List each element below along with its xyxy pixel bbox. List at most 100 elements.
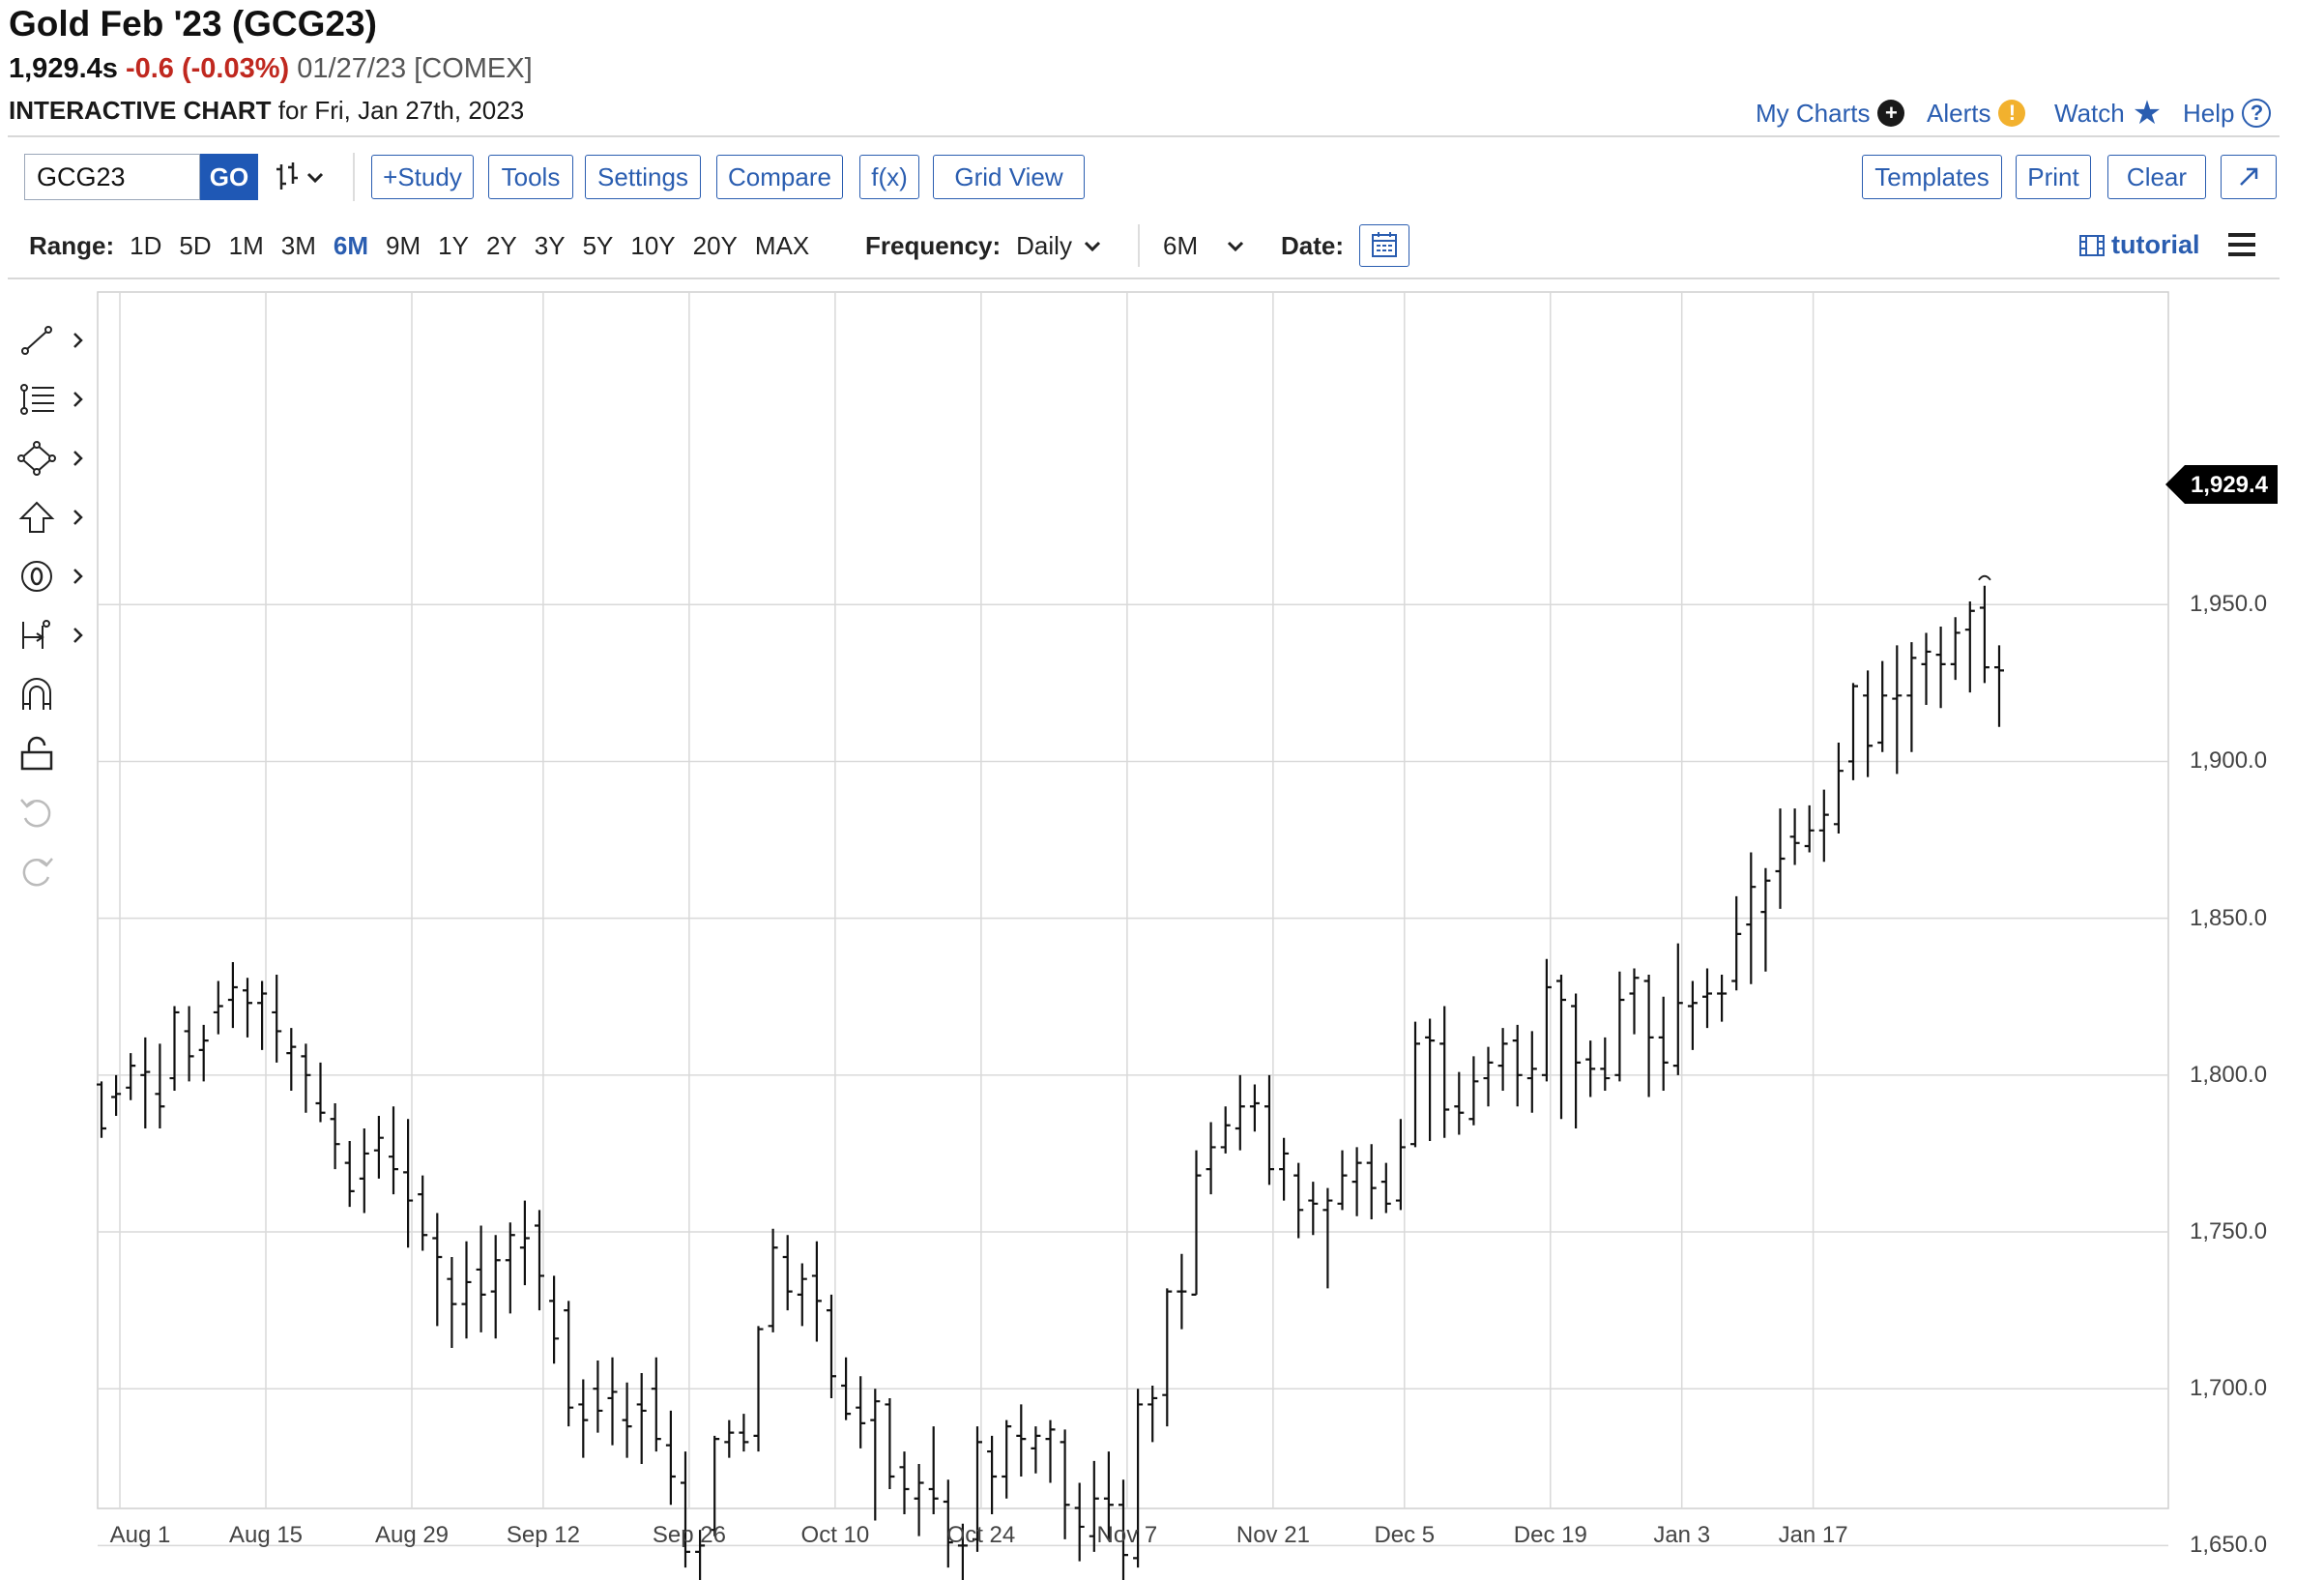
line-tool[interactable] <box>17 321 85 360</box>
redo-tool[interactable] <box>17 852 85 891</box>
range-option-5d[interactable]: 5D <box>179 230 212 260</box>
magnet-tool[interactable] <box>17 675 85 714</box>
range-option-max[interactable]: MAX <box>754 230 810 260</box>
shape-tool[interactable] <box>17 439 85 478</box>
range-option-3m[interactable]: 3M <box>280 230 316 260</box>
ohlc-bar <box>827 1294 836 1398</box>
symbol-input[interactable] <box>24 154 200 200</box>
help-label: Help <box>2183 98 2235 128</box>
clear-button[interactable]: Clear <box>2107 155 2206 199</box>
study-button[interactable]: +Study <box>371 155 474 199</box>
ohlc-bar <box>753 1326 764 1452</box>
calendar-button[interactable] <box>1359 224 1410 267</box>
ohlc-bar <box>797 1263 807 1327</box>
x-tick-label: Jan 3 <box>1653 1522 1711 1548</box>
measure-tool-icon <box>22 620 50 649</box>
frequency-label: Frequency: <box>865 230 1002 260</box>
header-divider <box>8 135 2280 137</box>
undo-tool[interactable] <box>17 793 85 832</box>
ohlc-bar <box>140 1037 151 1128</box>
ohlc-bar <box>724 1419 735 1458</box>
ohlc-bar <box>1512 1024 1523 1107</box>
chart-type-dropdown[interactable] <box>274 155 334 199</box>
ohlc-bar <box>1614 971 1625 1082</box>
label-tool[interactable] <box>17 557 85 596</box>
my-charts-link[interactable]: My Charts + <box>1756 95 1905 132</box>
ohlc-bar <box>1483 1046 1494 1107</box>
alerts-label: Alerts <box>1927 98 1991 128</box>
x-tick-label: Nov 7 <box>1096 1522 1158 1548</box>
bar-chart-type-icon <box>276 162 324 190</box>
ohlc-bar <box>593 1361 603 1433</box>
ohlc-bar <box>344 1140 355 1208</box>
ohlc-bar <box>549 1275 560 1364</box>
ohlc-bar <box>1322 1187 1333 1289</box>
range-option-1d[interactable]: 1D <box>130 230 162 260</box>
fx-button[interactable]: f(x) <box>859 155 919 199</box>
ohlc-bar <box>169 1006 180 1092</box>
ohlc-bar <box>1191 1150 1202 1296</box>
lock-icon <box>20 736 53 771</box>
range-option-20y[interactable]: 20Y <box>692 230 738 260</box>
menu-button[interactable] <box>2225 230 2258 264</box>
y-tick-label: 1,900.0 <box>2190 747 2268 775</box>
range-option-9m[interactable]: 9M <box>386 230 421 260</box>
ohlc-bar <box>1293 1162 1304 1239</box>
help-link[interactable]: Help ? <box>2183 95 2272 132</box>
ohlc-bar <box>1074 1482 1085 1562</box>
tools-button[interactable]: Tools <box>488 155 573 199</box>
x-tick-label: Sep 26 <box>652 1522 726 1548</box>
ohlc-bar <box>1454 1071 1465 1135</box>
range-option-2y[interactable]: 2Y <box>485 230 517 260</box>
magnet-icon <box>22 678 51 710</box>
range-option-1y[interactable]: 1Y <box>438 230 469 260</box>
settings-button[interactable]: Settings <box>585 155 701 199</box>
watch-label: Watch <box>2054 98 2125 128</box>
ohlc-bar <box>447 1256 457 1349</box>
film-icon <box>2079 234 2105 256</box>
range-option-3y[interactable]: 3Y <box>534 230 566 260</box>
frequency-dropdown[interactable]: Daily <box>1016 231 1103 261</box>
range-option-6m[interactable]: 6M <box>333 230 368 260</box>
ohlc-bar <box>418 1175 428 1251</box>
period-dropdown[interactable]: 6M <box>1163 231 1246 261</box>
range-option-5y[interactable]: 5Y <box>582 230 614 260</box>
extreme-markers <box>1978 574 1991 581</box>
grid-view-button[interactable]: Grid View <box>933 155 1085 199</box>
fib-tool[interactable] <box>17 380 85 419</box>
last-price-label: 1,929.4 <box>2191 472 2269 498</box>
range-option-1m[interactable]: 1M <box>228 230 264 260</box>
ohlc-bar <box>505 1222 515 1314</box>
lock-tool[interactable] <box>17 734 85 773</box>
print-button[interactable]: Print <box>2016 155 2091 199</box>
ohlc-bar <box>1600 1037 1611 1092</box>
ohlc-bar <box>1818 789 1829 863</box>
ohlc-bar <box>1060 1429 1070 1539</box>
expand-button[interactable] <box>2221 155 2277 199</box>
alerts-link[interactable]: Alerts ! <box>1927 95 2026 132</box>
ohlc-bar <box>184 1006 194 1082</box>
add-circle-icon: + <box>1877 100 1905 127</box>
templates-button[interactable]: Templates <box>1862 155 2002 199</box>
watch-link[interactable]: Watch ★ <box>2054 95 2162 132</box>
ohlc-bar <box>636 1372 647 1465</box>
ohlc-bar <box>1425 1018 1436 1141</box>
ohlc-bar <box>1687 980 1698 1050</box>
ohlc-bar <box>1308 1182 1319 1236</box>
go-button[interactable]: GO <box>200 154 258 200</box>
tutorial-link[interactable]: tutorial <box>2078 230 2200 260</box>
ohlc-bar <box>607 1357 618 1446</box>
arrow-tool[interactable] <box>17 498 85 537</box>
interactive-chart-label: INTERACTIVE CHART <box>9 96 272 125</box>
fib-tool-icon <box>20 384 54 415</box>
ohlc-bar <box>782 1235 793 1311</box>
compare-button[interactable]: Compare <box>716 155 843 199</box>
measure-tool[interactable] <box>17 616 85 655</box>
ohlc-bar <box>1921 632 1932 706</box>
my-charts-label: My Charts <box>1756 98 1871 128</box>
ohlc-bar <box>1658 996 1669 1092</box>
x-tick-label: Oct 24 <box>946 1522 1016 1548</box>
ohlc-bar <box>1717 975 1728 1022</box>
range-option-10y[interactable]: 10Y <box>630 230 676 260</box>
ohlc-bar <box>1031 1426 1041 1474</box>
